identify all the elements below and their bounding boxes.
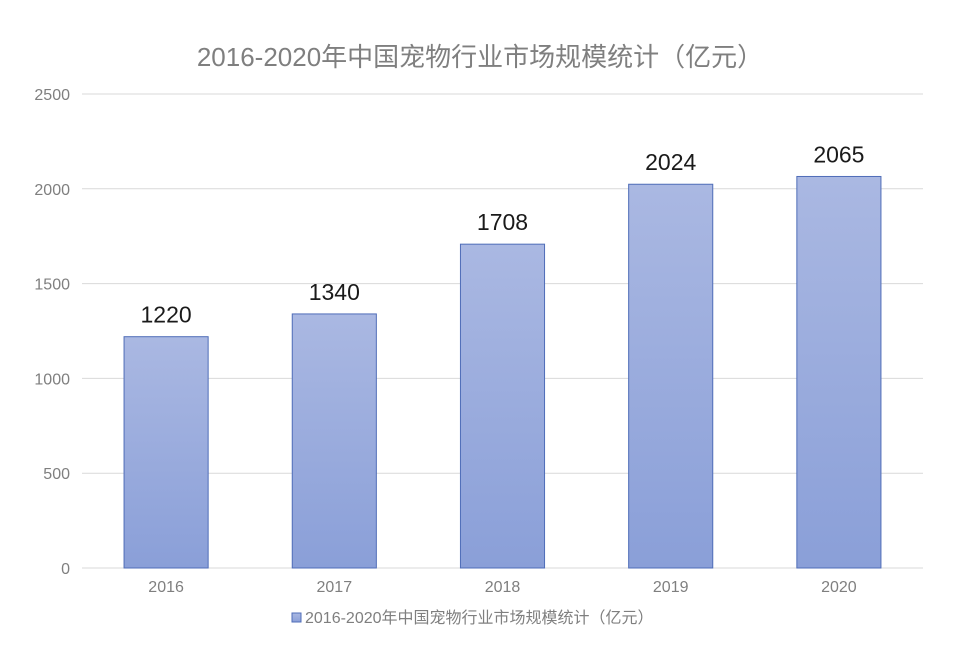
bar	[628, 183, 714, 569]
x-tick-label: 2016	[148, 579, 184, 596]
x-tick-label: 2017	[317, 579, 353, 596]
bar	[459, 243, 546, 569]
x-axis-ticks: 2016 2017 2018 2019 2020	[148, 579, 856, 596]
data-label: 1708	[477, 209, 528, 235]
y-axis-ticks: 0 500 1000 1500 2000 2500	[34, 87, 70, 578]
data-label: 2065	[813, 141, 864, 167]
x-tick-label: 2020	[821, 579, 857, 596]
legend-swatch	[291, 612, 302, 623]
bars: 1220 1340 1708 2024 2065	[123, 141, 882, 569]
bar	[123, 336, 209, 569]
data-label: 2024	[645, 149, 696, 175]
y-tick-label: 1000	[34, 371, 70, 388]
y-tick-label: 500	[43, 466, 70, 483]
x-tick-label: 2019	[653, 579, 689, 596]
legend: 2016-2020年中国宠物行业市场规模统计（亿元）	[291, 609, 654, 627]
y-tick-label: 0	[61, 561, 70, 578]
bar	[291, 313, 377, 569]
y-tick-label: 1500	[34, 277, 70, 294]
x-tick-label: 2018	[485, 579, 521, 596]
data-label: 1220	[141, 302, 192, 328]
y-tick-label: 2000	[34, 182, 70, 199]
legend-label: 2016-2020年中国宠物行业市场规模统计（亿元）	[305, 609, 654, 627]
chart-title: 2016-2020年中国宠物行业市场规模统计（亿元）	[197, 42, 763, 72]
data-label: 1340	[309, 279, 360, 305]
y-tick-label: 2500	[34, 87, 70, 104]
bar	[796, 175, 882, 569]
